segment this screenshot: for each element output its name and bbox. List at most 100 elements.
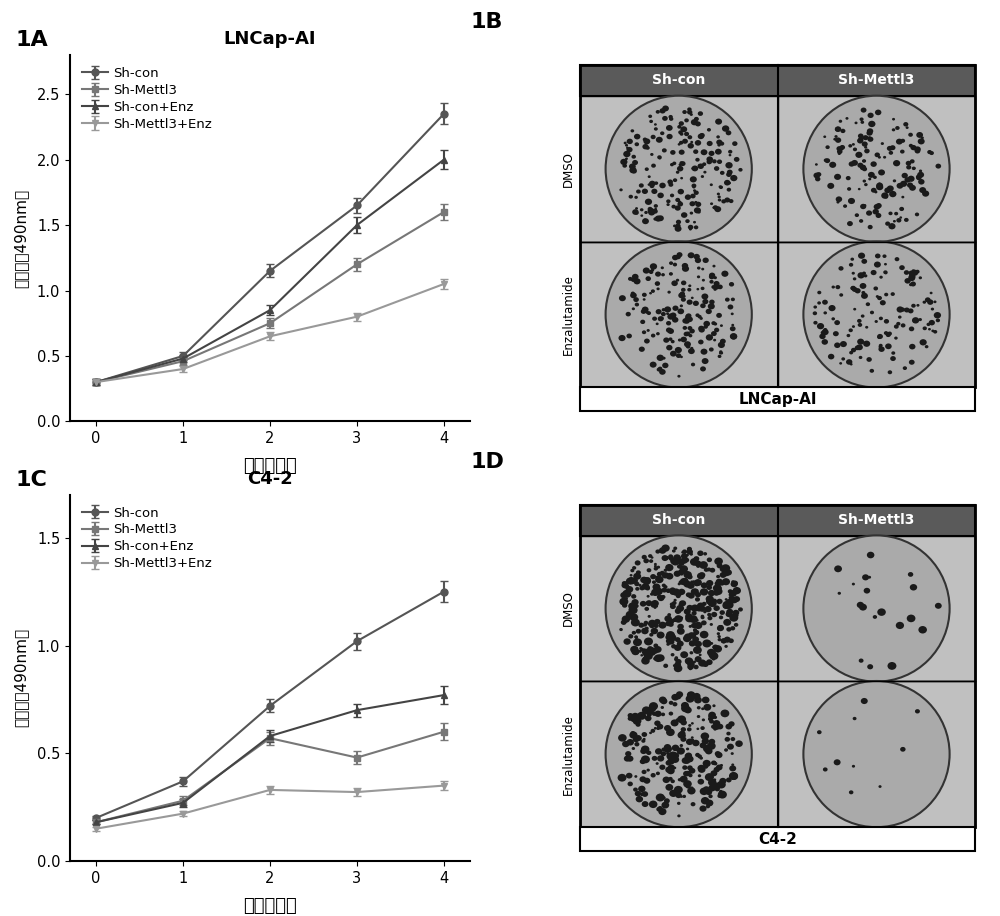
Circle shape [690, 558, 699, 566]
Circle shape [935, 603, 942, 609]
Circle shape [645, 586, 650, 591]
Circle shape [730, 175, 737, 181]
Circle shape [684, 118, 689, 123]
Circle shape [674, 616, 683, 623]
Circle shape [891, 292, 895, 296]
Circle shape [665, 635, 672, 640]
Circle shape [733, 587, 741, 594]
Circle shape [640, 712, 645, 716]
Circle shape [641, 657, 650, 665]
Circle shape [671, 559, 679, 565]
Circle shape [853, 308, 856, 311]
Circle shape [681, 702, 689, 709]
Circle shape [877, 335, 881, 339]
Circle shape [695, 597, 700, 602]
Circle shape [855, 152, 862, 158]
Circle shape [640, 214, 643, 217]
Circle shape [663, 664, 668, 668]
Circle shape [707, 128, 711, 132]
Circle shape [634, 742, 639, 747]
Circle shape [645, 199, 652, 205]
Circle shape [823, 768, 828, 771]
Circle shape [695, 121, 701, 126]
Circle shape [907, 182, 913, 188]
Circle shape [855, 213, 859, 217]
Circle shape [678, 143, 681, 146]
Circle shape [712, 206, 715, 209]
Ellipse shape [606, 536, 752, 682]
Circle shape [635, 561, 641, 565]
Circle shape [889, 191, 896, 197]
Circle shape [709, 719, 714, 724]
Circle shape [619, 295, 626, 301]
Circle shape [698, 340, 704, 344]
Circle shape [674, 658, 678, 661]
Circle shape [688, 143, 694, 148]
Circle shape [732, 581, 738, 586]
Circle shape [635, 302, 639, 307]
Circle shape [636, 723, 641, 726]
Circle shape [685, 194, 691, 200]
Circle shape [701, 615, 704, 617]
Circle shape [935, 164, 941, 169]
Circle shape [677, 252, 683, 257]
Circle shape [717, 794, 722, 798]
Circle shape [669, 261, 673, 265]
Circle shape [673, 263, 677, 267]
Circle shape [661, 706, 664, 709]
Circle shape [904, 177, 911, 182]
Circle shape [698, 111, 703, 116]
Circle shape [683, 635, 691, 642]
Circle shape [725, 570, 732, 575]
Circle shape [651, 135, 656, 139]
Circle shape [694, 640, 697, 643]
Circle shape [858, 253, 865, 259]
Circle shape [707, 159, 712, 164]
Circle shape [711, 612, 717, 617]
Circle shape [868, 172, 875, 178]
Circle shape [835, 137, 841, 143]
Circle shape [843, 204, 847, 208]
Circle shape [662, 105, 669, 112]
Circle shape [719, 625, 723, 629]
Circle shape [666, 728, 675, 736]
Circle shape [678, 189, 684, 194]
Circle shape [663, 337, 669, 343]
Circle shape [719, 778, 726, 784]
Circle shape [877, 334, 883, 339]
Circle shape [908, 309, 914, 313]
Circle shape [888, 212, 893, 215]
Circle shape [683, 771, 689, 777]
Circle shape [640, 792, 644, 796]
Circle shape [662, 572, 669, 579]
Circle shape [908, 275, 915, 281]
Circle shape [682, 765, 687, 769]
Circle shape [689, 642, 693, 645]
Circle shape [666, 321, 671, 325]
Circle shape [916, 304, 920, 307]
Circle shape [850, 363, 853, 365]
Circle shape [687, 107, 692, 112]
Circle shape [692, 740, 700, 747]
Circle shape [730, 333, 737, 340]
Circle shape [721, 638, 727, 643]
Circle shape [655, 550, 660, 553]
Circle shape [674, 661, 681, 668]
Circle shape [701, 175, 704, 178]
Circle shape [918, 138, 925, 145]
Circle shape [876, 295, 879, 298]
Circle shape [664, 725, 671, 731]
Circle shape [706, 804, 710, 808]
Circle shape [685, 658, 693, 665]
Circle shape [718, 581, 722, 583]
Circle shape [655, 215, 662, 222]
Circle shape [649, 710, 654, 714]
Circle shape [622, 741, 629, 747]
Circle shape [682, 571, 686, 574]
Circle shape [720, 764, 723, 767]
Circle shape [645, 311, 649, 314]
Circle shape [670, 193, 674, 197]
Circle shape [715, 751, 721, 757]
Circle shape [693, 300, 699, 306]
Circle shape [684, 332, 689, 336]
